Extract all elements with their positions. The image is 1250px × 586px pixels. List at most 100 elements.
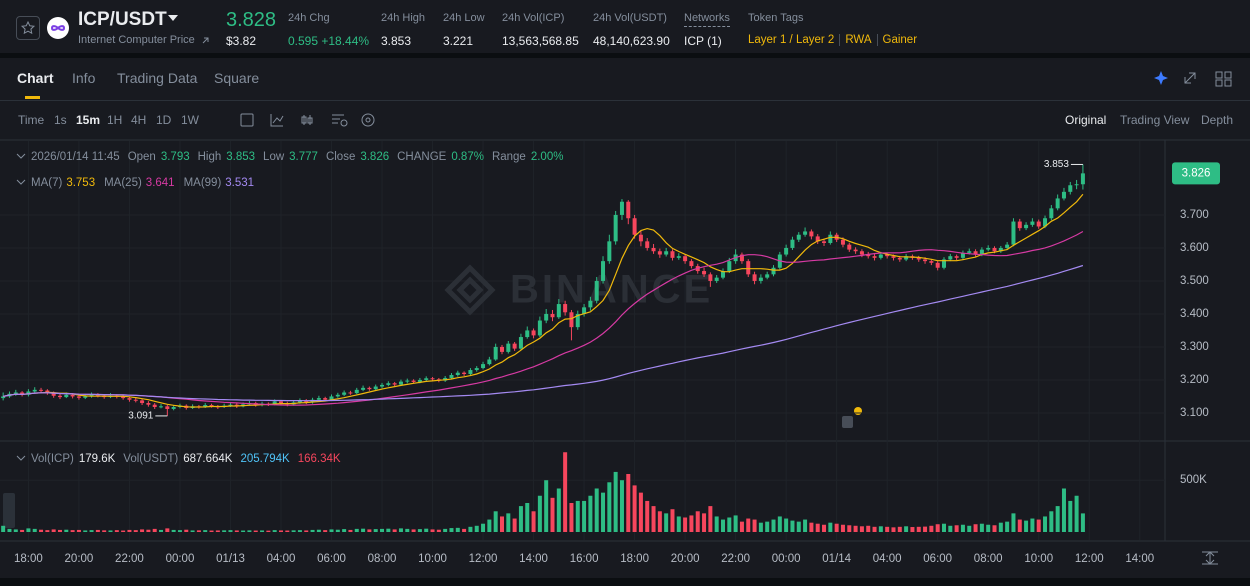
- volume-bar: [367, 529, 372, 532]
- volume-bar: [708, 506, 713, 532]
- favorite-button[interactable]: [16, 16, 40, 40]
- candle-body: [1043, 218, 1048, 227]
- legend-text: 2026/01/14 11:45: [31, 151, 120, 163]
- tag[interactable]: RWA: [845, 34, 872, 46]
- candle-body: [70, 394, 75, 397]
- x-tick-label: 10:00: [1024, 553, 1053, 565]
- interval[interactable]: 4H: [131, 113, 147, 127]
- candle-icon[interactable]: [301, 115, 313, 125]
- candle-body: [948, 256, 953, 260]
- volume-bar: [373, 529, 378, 532]
- candle-body: [720, 271, 725, 278]
- candle-body: [853, 249, 858, 252]
- candle-body: [228, 404, 233, 406]
- candle-body: [645, 241, 650, 248]
- volume-bar: [95, 529, 100, 532]
- legend-text: 3.826: [360, 151, 389, 163]
- scale-icon[interactable]: [1202, 551, 1218, 565]
- volume-bar: [935, 524, 940, 532]
- volume-bar: [638, 492, 643, 532]
- tag[interactable]: Gainer: [882, 34, 918, 46]
- volume-bar: [537, 495, 542, 532]
- volume-bar: [582, 500, 587, 532]
- candle-body: [386, 383, 391, 385]
- volume-bar: [348, 529, 353, 532]
- view-option[interactable]: Original: [1065, 113, 1107, 127]
- volume-bar: [834, 523, 839, 532]
- interval[interactable]: Time: [18, 113, 45, 127]
- view-option[interactable]: Trading View: [1120, 113, 1190, 127]
- calendar-icon[interactable]: [240, 113, 254, 127]
- interval[interactable]: 15m: [76, 113, 101, 127]
- tab[interactable]: Info: [72, 70, 96, 86]
- indicator-icon[interactable]: [270, 114, 284, 127]
- volume-bar: [1036, 519, 1041, 532]
- candle-body: [329, 396, 334, 400]
- x-tick-label: 04:00: [873, 553, 902, 565]
- x-tick-label: 12:00: [469, 553, 498, 565]
- volume-bar: [329, 529, 334, 532]
- legend-text: 3.853: [226, 151, 255, 163]
- x-tick-label: 14:00: [519, 553, 548, 565]
- candle-body: [512, 343, 517, 349]
- interval[interactable]: 1W: [181, 113, 199, 127]
- tag[interactable]: Layer 1 / Layer 2: [748, 34, 835, 46]
- x-tick-label: 22:00: [721, 553, 750, 565]
- ai-icon[interactable]: [1154, 71, 1168, 85]
- scroll-handle[interactable]: [3, 493, 15, 528]
- candle-body: [380, 384, 385, 387]
- candle-body: [462, 372, 467, 374]
- view-option[interactable]: Depth: [1201, 113, 1234, 127]
- candle-body: [676, 256, 681, 258]
- candle-body: [518, 337, 523, 349]
- expand-icon[interactable]: [1184, 72, 1196, 84]
- volume-bar: [39, 529, 44, 532]
- candle-body: [1049, 208, 1054, 219]
- tab[interactable]: Trading Data: [117, 70, 198, 86]
- legend-text: 0.87%: [451, 151, 484, 163]
- legend-text: 2.00%: [531, 151, 564, 163]
- candle-body: [904, 256, 909, 260]
- volume-bar: [140, 529, 145, 532]
- x-tick-label: 10:00: [418, 553, 447, 565]
- candle-body: [626, 201, 631, 219]
- candle-body: [752, 274, 757, 281]
- tab[interactable]: Chart: [17, 70, 54, 86]
- candle-body: [1036, 221, 1041, 227]
- candle-body: [683, 256, 688, 262]
- volume-bar: [133, 530, 138, 532]
- legend-text: Range: [492, 151, 526, 163]
- settings-list-icon[interactable]: [332, 114, 344, 124]
- legend-text: 166.34K: [298, 453, 341, 465]
- event-icon[interactable]: [842, 407, 862, 428]
- candle-body: [278, 401, 283, 404]
- candle-body: [39, 389, 44, 391]
- y-tick-label: 3.700: [1180, 209, 1209, 221]
- volume-bar: [771, 519, 776, 532]
- volume-bar: [76, 529, 81, 532]
- x-tick-label: 01/14: [822, 553, 851, 565]
- volume-bar: [1005, 521, 1010, 532]
- volume-bar: [758, 522, 763, 532]
- interval[interactable]: 1H: [107, 113, 123, 127]
- collapse-icon[interactable]: [16, 153, 26, 461]
- volume-bar: [702, 513, 707, 532]
- stat-label[interactable]: Networks: [684, 12, 730, 27]
- dropdown-icon[interactable]: [168, 15, 178, 23]
- candle-body: [619, 201, 624, 215]
- volume-bar: [1024, 520, 1029, 532]
- volume-bar: [979, 523, 984, 532]
- symbol[interactable]: ICP/USDT: [78, 9, 167, 30]
- interval[interactable]: 1D: [156, 113, 172, 127]
- last-price-label: 3.826: [1182, 167, 1211, 179]
- tab[interactable]: Square: [214, 70, 260, 86]
- volume-bar: [392, 529, 397, 532]
- layout-icon[interactable]: [1215, 71, 1232, 87]
- stat-label: 24h Vol(USDT): [593, 12, 667, 24]
- x-tick-label: 08:00: [974, 553, 1003, 565]
- x-tick-label: 12:00: [1075, 553, 1104, 565]
- coin-name[interactable]: Internet Computer Price: [78, 34, 195, 46]
- gear-icon[interactable]: [361, 113, 375, 127]
- interval[interactable]: 1s: [54, 113, 67, 127]
